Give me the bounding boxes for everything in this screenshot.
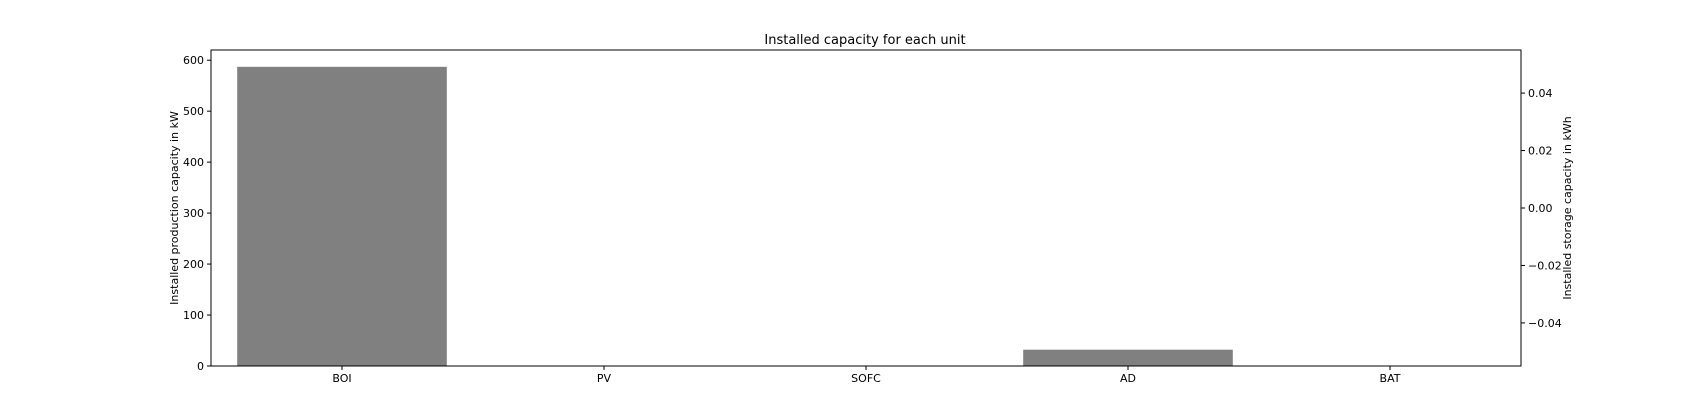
x-tick-label-bat: BAT [1380,372,1401,385]
bars-layer [237,66,1233,367]
bar-ad [1023,349,1233,366]
chart-title: Installed capacity for each unit [764,33,965,48]
x-tick-label-ad: AD [1120,372,1136,385]
right-tick-label: 0.04 [1528,87,1553,100]
x-axis-ticks: BOI PV SOFC AD BAT [332,366,1401,385]
right-axis-label: Installed storage capacity in kWh [1561,116,1574,299]
right-tick-label: −0.02 [1528,259,1562,272]
right-tick-label: 0.02 [1528,145,1553,158]
left-axis-ticks: 0 100 200 300 400 500 600 [183,54,211,373]
left-tick-label: 0 [197,360,204,373]
left-tick-label: 500 [183,105,204,118]
x-tick-label-boi: BOI [332,372,351,385]
left-tick-label: 600 [183,54,204,67]
right-tick-label: −0.04 [1528,317,1562,330]
right-axis-ticks: −0.04 −0.02 0.00 0.02 0.04 [1521,87,1562,330]
x-tick-label-pv: PV [597,372,612,385]
bar-boi [237,66,447,367]
left-tick-label: 200 [183,258,204,271]
left-tick-label: 100 [183,309,204,322]
left-tick-label: 300 [183,207,204,220]
left-axis-label: Installed production capacity in kW [168,111,181,305]
x-tick-label-sofc: SOFC [851,372,881,385]
right-tick-label: 0.00 [1528,202,1553,215]
left-tick-label: 400 [183,156,204,169]
